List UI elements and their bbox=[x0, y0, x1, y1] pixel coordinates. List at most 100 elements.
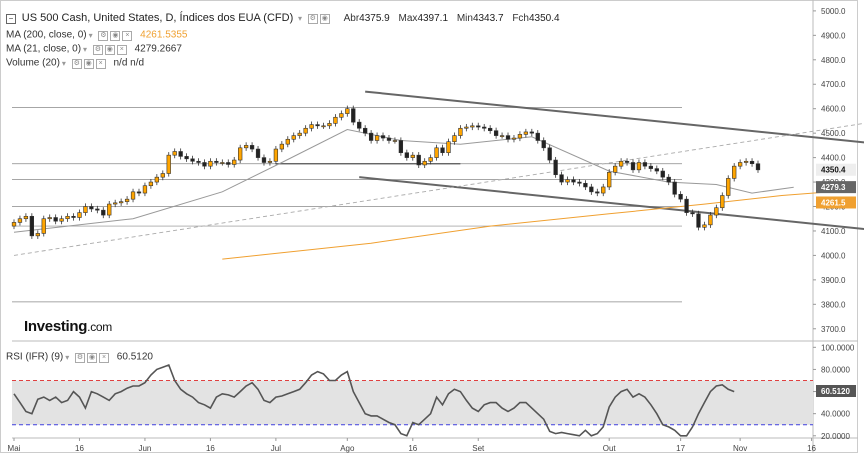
candle-body bbox=[255, 148, 261, 158]
candle-body bbox=[737, 162, 743, 167]
candle-body bbox=[101, 209, 106, 216]
candle-body bbox=[363, 127, 368, 134]
x-tick-label: 16 bbox=[408, 444, 417, 453]
candle-body bbox=[160, 173, 165, 178]
indicator-buttons: ⚙ ◉ × bbox=[75, 351, 111, 363]
visibility-icon[interactable]: ◉ bbox=[83, 59, 94, 69]
candle-body bbox=[95, 208, 100, 211]
symbol-header: − US 500 Cash, United States, D, Índices… bbox=[6, 12, 560, 25]
indicator-volume[interactable]: Volume (20) ▾ ⚙ ◉ × n/d n/d bbox=[6, 57, 144, 70]
close-icon[interactable]: × bbox=[99, 353, 110, 363]
candle-body bbox=[666, 176, 671, 183]
rsi-y-tick-label: 20.0000 bbox=[821, 432, 850, 441]
settings-icon[interactable]: ⚙ bbox=[71, 59, 82, 69]
y-tick-label: 4600.0 bbox=[821, 105, 846, 114]
settings-icon[interactable]: ⚙ bbox=[307, 14, 318, 25]
candle-body bbox=[630, 162, 636, 171]
candle-body bbox=[345, 108, 350, 114]
visibility-icon[interactable]: ◉ bbox=[87, 353, 98, 363]
rsi-tag: 60.5120 bbox=[821, 387, 850, 396]
price-tag-ma200: 4261.5 bbox=[821, 198, 846, 207]
chevron-down-icon[interactable]: ▾ bbox=[88, 30, 93, 40]
candle-body bbox=[499, 135, 505, 137]
chevron-down-icon[interactable]: ▾ bbox=[65, 352, 70, 362]
candle-body bbox=[315, 124, 320, 127]
candle-body bbox=[589, 186, 594, 193]
ma-line-ma200 bbox=[222, 190, 836, 260]
candle-body bbox=[523, 131, 529, 135]
ma-line-ma21 bbox=[13, 128, 794, 233]
indicator-rsi[interactable]: RSI (IFR) (9) ▾ ⚙ ◉ × 60.5120 bbox=[6, 351, 153, 364]
visibility-icon[interactable]: ◉ bbox=[110, 31, 121, 41]
indicator-value: 4261.5355 bbox=[140, 29, 188, 41]
candle-body bbox=[571, 179, 576, 183]
indicator-ma200[interactable]: MA (200, close, 0) ▾ ⚙ ◉ × 4261.5355 bbox=[6, 29, 187, 42]
rsi-y-tick-label: 40.0000 bbox=[821, 410, 850, 419]
chevron-down-icon[interactable]: ▾ bbox=[61, 58, 66, 68]
candle-body bbox=[636, 162, 642, 171]
candle-body bbox=[107, 203, 112, 216]
visibility-icon[interactable]: ◉ bbox=[104, 45, 115, 55]
candle-body bbox=[279, 143, 284, 150]
candle-body bbox=[172, 151, 177, 156]
low-value: 4343.7 bbox=[472, 13, 504, 24]
candle-body bbox=[273, 148, 279, 162]
indicator-buttons: ⚙ ◉ × bbox=[71, 57, 108, 69]
y-tick-label: 3800.0 bbox=[821, 300, 846, 309]
candle-body bbox=[184, 156, 189, 160]
candle-body bbox=[618, 160, 624, 167]
candle-body bbox=[529, 131, 534, 134]
candle-body bbox=[517, 134, 523, 139]
candle-body bbox=[714, 207, 719, 216]
price-tag-ma21: 4279.3 bbox=[821, 183, 846, 192]
collapse-icon[interactable]: − bbox=[6, 14, 16, 24]
candle-body bbox=[583, 182, 588, 188]
brand-logo: Investing.com bbox=[24, 318, 112, 335]
candle-body bbox=[624, 160, 630, 163]
candle-body bbox=[726, 178, 731, 196]
candle-body bbox=[660, 170, 665, 178]
x-tick-label: Set bbox=[472, 444, 485, 453]
chevron-down-icon[interactable]: ▾ bbox=[298, 14, 303, 23]
candle-body bbox=[386, 137, 392, 141]
candle-body bbox=[178, 151, 183, 157]
close-icon[interactable]: × bbox=[116, 45, 127, 55]
candle-body bbox=[47, 217, 52, 220]
candle-body bbox=[708, 214, 713, 226]
candle-body bbox=[339, 113, 344, 118]
candle-body bbox=[196, 160, 201, 163]
indicator-ma21[interactable]: MA (21, close, 0) ▾ ⚙ ◉ × 4279.2667 bbox=[6, 43, 182, 56]
candle-body bbox=[410, 154, 415, 158]
visibility-icon[interactable]: ◉ bbox=[319, 14, 330, 25]
candle-body bbox=[398, 140, 404, 154]
close-icon[interactable]: × bbox=[95, 59, 106, 69]
candle-body bbox=[535, 132, 540, 141]
candle-body bbox=[351, 108, 356, 123]
settings-icon[interactable]: ⚙ bbox=[98, 31, 109, 41]
settings-icon[interactable]: ⚙ bbox=[92, 45, 103, 55]
indicator-value: 60.5120 bbox=[116, 351, 153, 363]
candle-body bbox=[422, 160, 427, 166]
candle-body bbox=[434, 147, 439, 158]
candle-body bbox=[232, 159, 237, 165]
candle-body bbox=[53, 217, 58, 222]
indicator-label: Volume (20) bbox=[6, 57, 60, 69]
candle-body bbox=[291, 135, 296, 140]
high-value: 4397.1 bbox=[417, 13, 449, 24]
y-tick-label: 4800.0 bbox=[821, 56, 846, 65]
candle-body bbox=[755, 163, 761, 171]
x-tick-label: Jul bbox=[271, 444, 281, 453]
chevron-down-icon[interactable]: ▾ bbox=[83, 44, 88, 54]
candle-body bbox=[285, 138, 290, 145]
settings-icon[interactable]: ⚙ bbox=[75, 353, 86, 363]
y-tick-label: 3900.0 bbox=[821, 276, 846, 285]
close-icon[interactable]: × bbox=[122, 31, 133, 41]
rsi-y-tick-label: 80.0000 bbox=[821, 365, 850, 374]
candle-body bbox=[678, 193, 683, 200]
candle-body bbox=[595, 191, 600, 194]
candle-body bbox=[392, 140, 398, 142]
candle-body bbox=[642, 162, 648, 167]
y-tick-label: 3700.0 bbox=[821, 325, 846, 334]
